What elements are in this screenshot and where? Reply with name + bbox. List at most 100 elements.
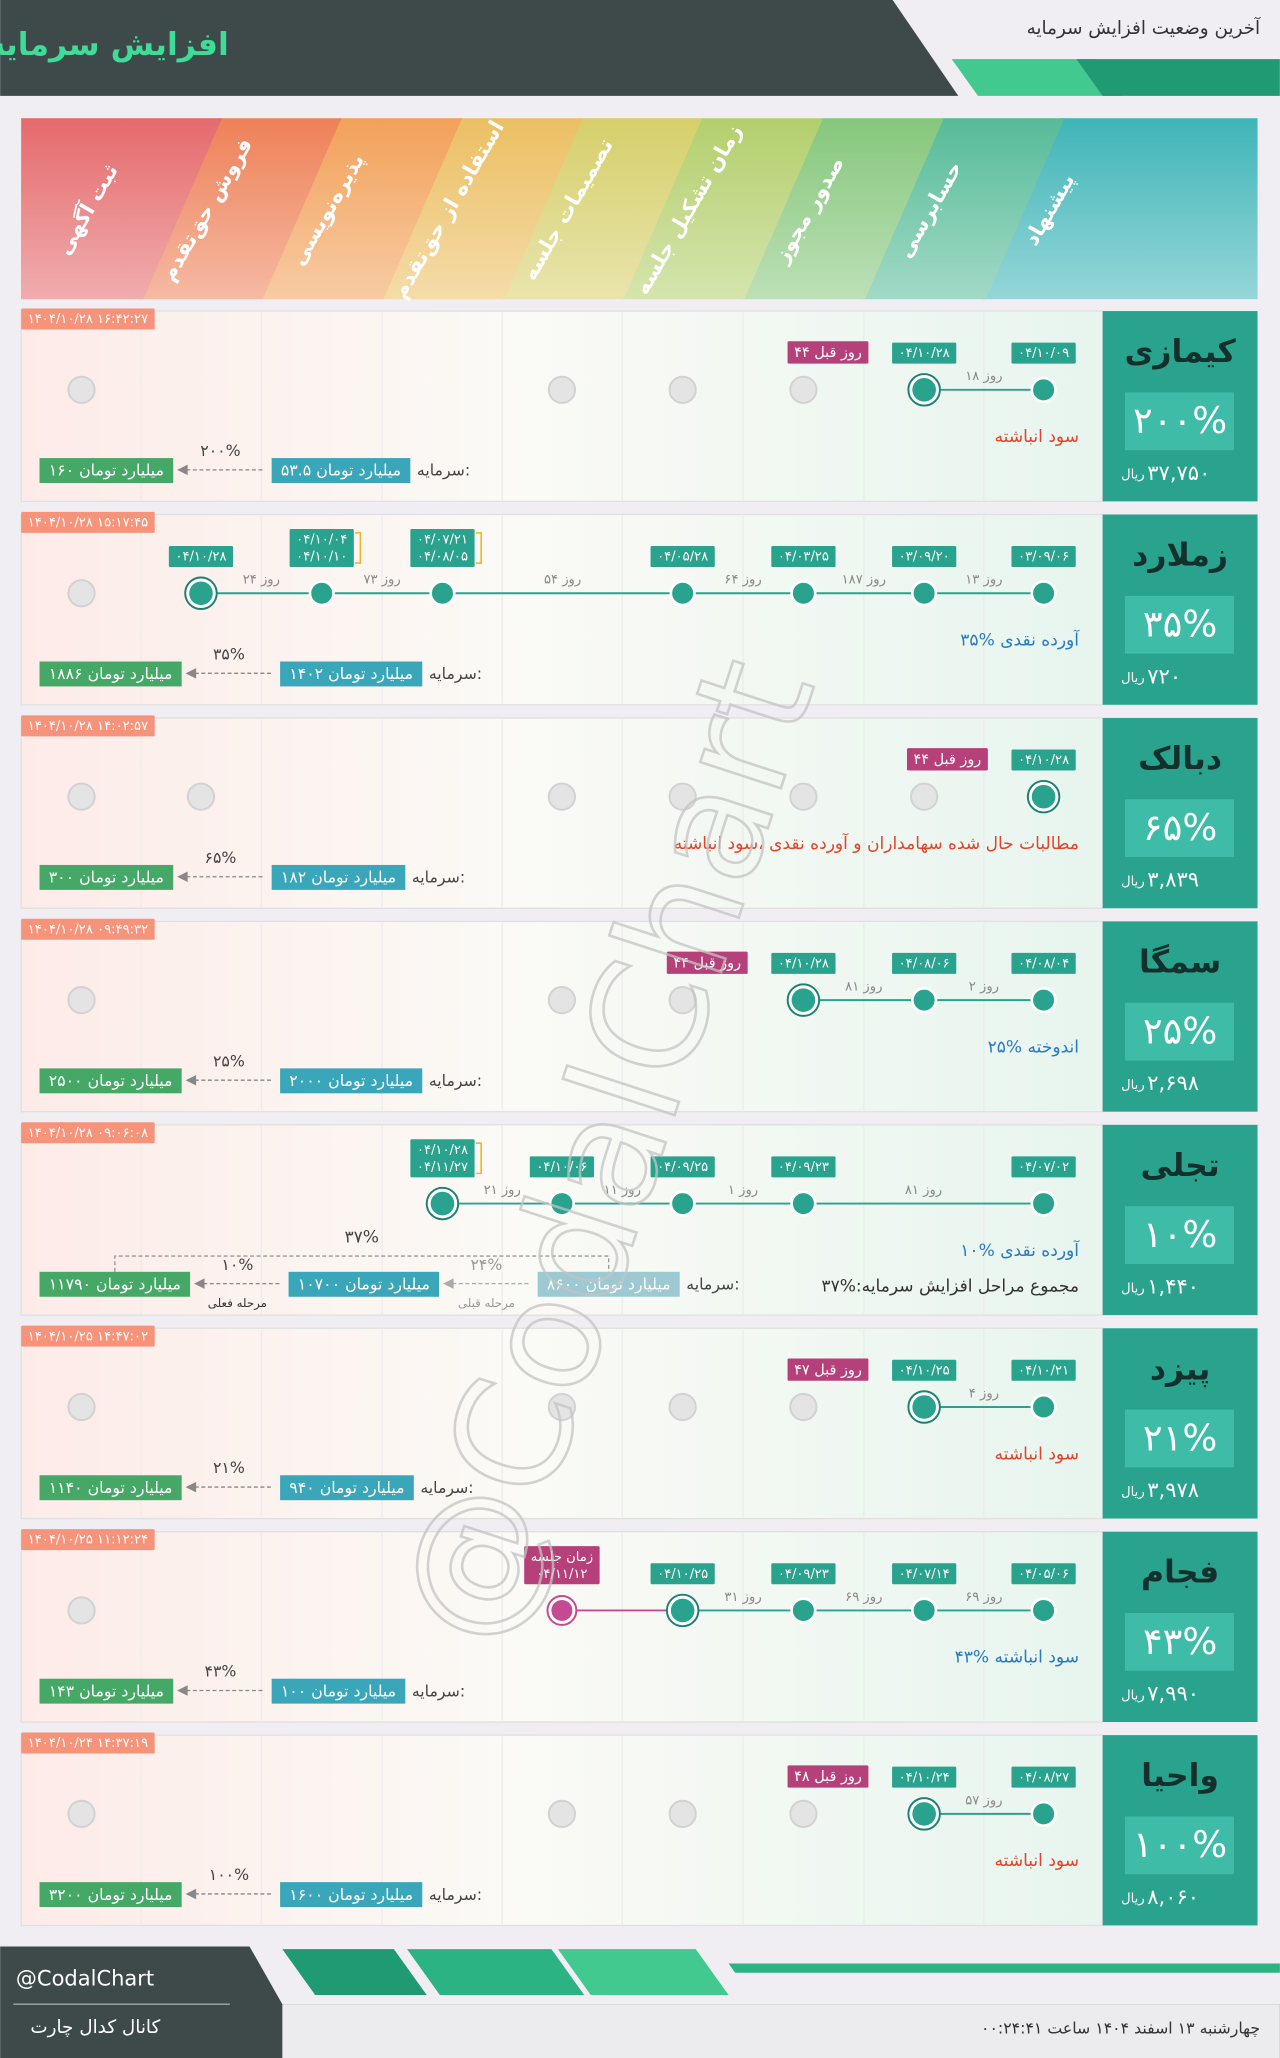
footer-stripe: [407, 1949, 585, 1995]
tag-box: [1011, 952, 1076, 974]
tag: ۰۴/۰۹/۲۳: [771, 1563, 836, 1585]
amount-text: ۱۶۰۰ میلیارد تومان: [289, 1885, 413, 1905]
amount-text: ۱۱۷۹۰ میلیارد تومان: [49, 1274, 181, 1294]
tag-box: [650, 1563, 715, 1585]
change-percent: ۲۴%: [470, 1255, 502, 1274]
tag-box: [21, 1325, 155, 1347]
change-percent: ۱۰۰%: [209, 1865, 249, 1884]
change-percent: ۲۵%: [213, 1051, 245, 1070]
tag-text: ۰۴/۰۹/۲۳: [778, 1160, 829, 1175]
amount-text: ۱۶۰ میلیارد تومان: [49, 461, 164, 481]
day-count: ۵۷ روز: [965, 1793, 1002, 1808]
company-percent: ۲۱%: [1143, 1416, 1217, 1459]
pending-dot: [668, 375, 697, 404]
done-dot: [1030, 376, 1057, 403]
percent-box: [1124, 392, 1234, 451]
change-arrow-head: [177, 1685, 188, 1696]
tag-text: ۰۴/۰۸/۰۴: [1018, 957, 1069, 972]
tag-text: ۰۴/۱۰/۰۶: [536, 1160, 587, 1175]
amount-text: ۹۴۰ میلیارد تومان: [289, 1478, 404, 1498]
card-bg: [20, 513, 1104, 706]
tag-box: [892, 1359, 957, 1381]
date-bracket: [475, 532, 482, 564]
footer-date: چهارشنبه ۱۳ اسفند ۱۴۰۴ ساعت ۰۰:۲۴:۴۱: [981, 2019, 1260, 2039]
company-percent: ۴۳%: [1143, 1620, 1217, 1663]
amount-text: ۱۸۸۶ میلیارد تومان: [49, 664, 173, 684]
amount-text: ۳۲۰۰ میلیارد تومان: [49, 1885, 173, 1905]
header-stripe: [951, 59, 1123, 96]
tag: ۴۸ روز قبل: [787, 1765, 869, 1788]
description: ۲۵% اندوخته: [988, 1037, 1079, 1057]
tag-box: [1011, 1766, 1076, 1788]
tag-text: ۰۴/۰۳/۲۵: [778, 550, 829, 565]
amount-text: ۱۰۷۰۰ میلیارد تومان: [298, 1274, 430, 1294]
tag-box: [771, 1156, 836, 1178]
tag-text: ۰۴/۱۰/۲۸: [175, 550, 226, 565]
amount-text: ۵۳.۵ میلیارد تومان: [281, 461, 401, 481]
tag-text: ۴۷ روز قبل: [794, 1362, 862, 1378]
tag-box: [907, 748, 988, 771]
tag-box: [892, 1563, 957, 1585]
company-name: تجلی: [1140, 1148, 1219, 1184]
tag: ۰۴/۰۹/۲۵: [650, 1156, 715, 1178]
company-price: ۳,۸۳۹: [1147, 868, 1199, 892]
tag-text: ۰۴/۱۰/۲۸: [1018, 753, 1069, 768]
company-name: دبالک: [1138, 741, 1222, 777]
day-count: ۶۹ روز: [845, 1590, 882, 1605]
amount-box: [39, 1678, 174, 1704]
tag-text: ۰۴/۰۸/۲۷: [1018, 1770, 1069, 1785]
percent-box: [1124, 1816, 1234, 1875]
amount-text: ۱۴۳ میلیارد تومان: [49, 1681, 164, 1701]
done-dot: [1030, 1393, 1057, 1421]
done-dot: [1030, 580, 1057, 607]
company-percent: ۳۵%: [1143, 603, 1217, 646]
pending-dot: [67, 986, 96, 1015]
description: سود انباشته: [995, 1444, 1079, 1464]
tag-box: [1011, 1156, 1076, 1178]
tag-box: [21, 1529, 155, 1551]
capital-label: سرمایه:: [429, 664, 482, 684]
tag-box: [892, 546, 957, 567]
tag-text: ۰۴/۱۰/۲۴: [899, 1770, 950, 1785]
tag: ۰۴/۱۰/۲۸: [771, 952, 836, 974]
company-price: ۱,۴۴۰: [1147, 1275, 1199, 1299]
tag-text: ۱۴۰۴/۱۰/۲۸ ۱۶:۴۲:۲۷: [28, 312, 148, 327]
amount-box: [39, 864, 174, 890]
day-count: ۶۹ روز: [965, 1590, 1002, 1605]
amount-box: [39, 661, 182, 687]
company-name: زملارد: [1132, 538, 1228, 574]
tag-box: [410, 1139, 475, 1178]
price-currency: ریال: [1121, 1892, 1145, 1907]
pending-dot: [547, 375, 577, 404]
tag-box: [892, 1766, 957, 1788]
pending-dot: [67, 579, 96, 608]
date-bracket: [355, 532, 362, 564]
tag: ۴۷ روز قبل: [787, 1358, 869, 1381]
percent-box: [1124, 595, 1234, 654]
done-dot: [308, 580, 335, 607]
pending-dot: [789, 1392, 818, 1422]
pending-dot: [547, 986, 577, 1015]
tag-text: ۰۴/۱۰/۲۸: [899, 346, 950, 361]
tag: ۰۴/۰۵/۲۸: [650, 546, 715, 567]
amount-box: [288, 1271, 440, 1297]
amount-box: [39, 1271, 191, 1297]
capital-label: سرمایه:: [420, 1478, 473, 1498]
tag-text: ۰۴/۰۹/۲۳: [778, 1567, 829, 1582]
current-dot: [1031, 784, 1056, 809]
tag: ۰۴/۰۵/۰۶: [1011, 1563, 1076, 1585]
change-arrow-head: [185, 1888, 197, 1900]
capital-label: سرمایه:: [412, 868, 465, 888]
amount-box: [39, 1882, 182, 1908]
tag-text: زمان جلسه: [531, 1550, 593, 1565]
pending-dot: [910, 782, 939, 811]
tag: ۰۴/۱۰/۲۵: [650, 1563, 715, 1585]
day-count: ۲۱ روز: [484, 1183, 521, 1198]
tag-box: [892, 952, 957, 974]
tag: ۰۴/۰۷/۰۲: [1011, 1156, 1076, 1178]
tag-box: [289, 528, 354, 567]
